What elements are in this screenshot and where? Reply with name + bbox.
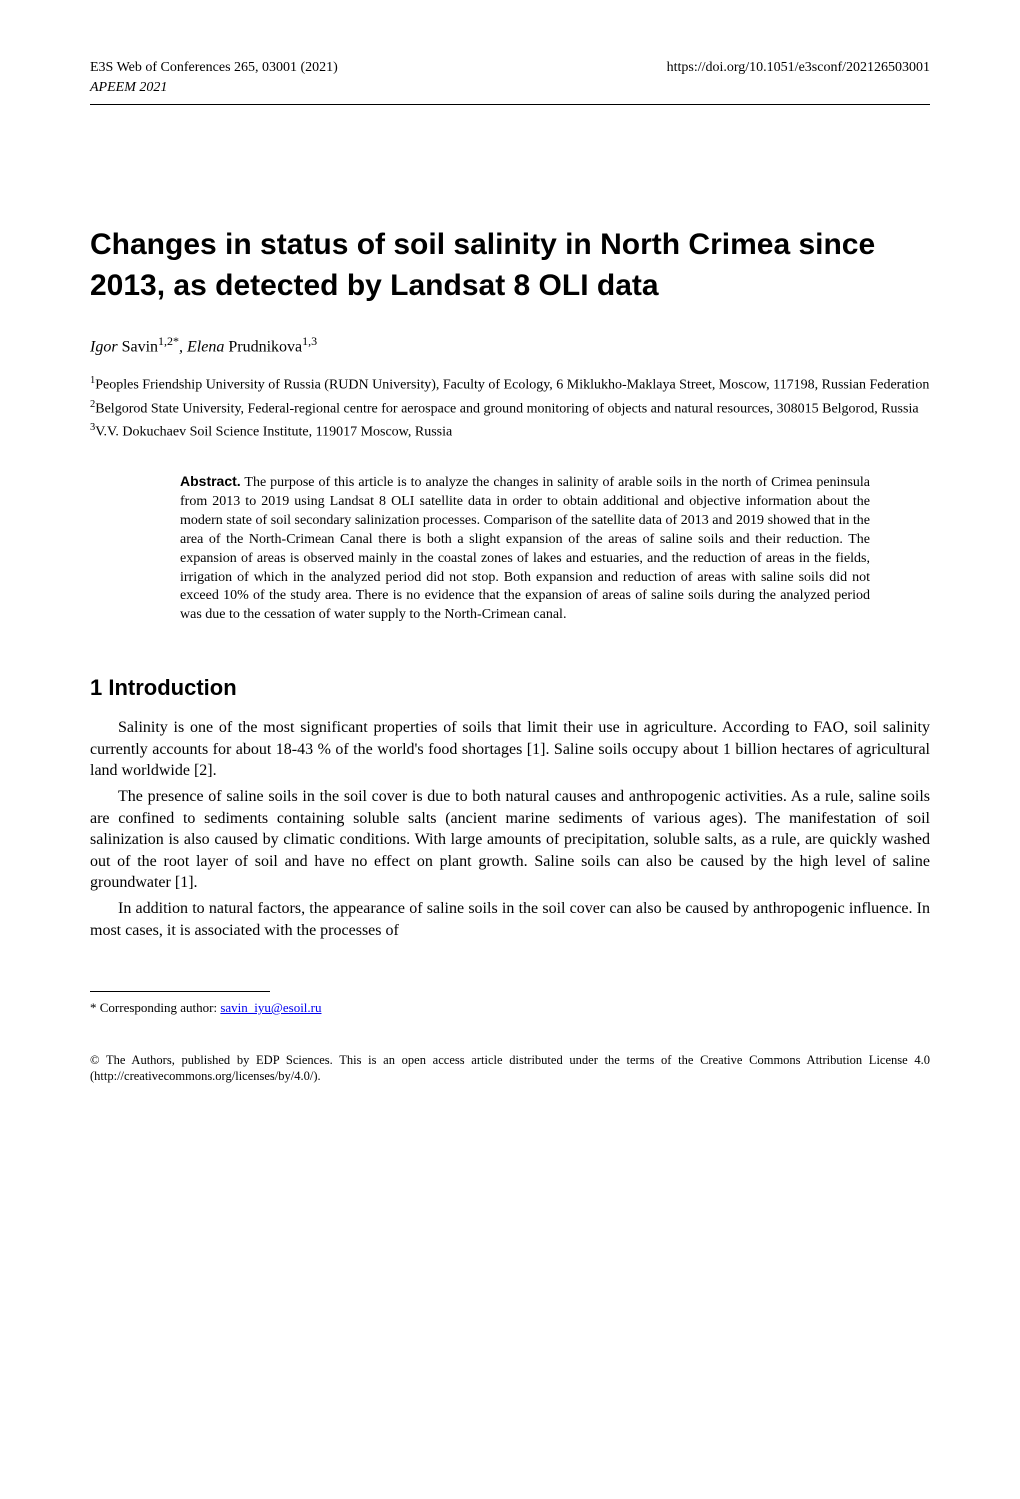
abstract-text: The purpose of this article is to analyz… bbox=[180, 475, 870, 622]
footnote-divider bbox=[90, 991, 270, 992]
footnote-email-link[interactable]: savin_iyu@esoil.ru bbox=[220, 1000, 321, 1015]
footnote-label: Corresponding author: bbox=[97, 1000, 221, 1015]
body-paragraph: Salinity is one of the most significant … bbox=[90, 717, 930, 782]
abstract: Abstract. The purpose of this article is… bbox=[180, 472, 870, 625]
section-heading: 1 Introduction bbox=[90, 675, 930, 701]
affiliations: 1Peoples Friendship University of Russia… bbox=[90, 374, 930, 442]
author-firstname: Elena bbox=[187, 338, 224, 355]
license-text: © The Authors, published by EDP Sciences… bbox=[90, 1052, 930, 1085]
affiliation-item: 1Peoples Friendship University of Russia… bbox=[90, 374, 930, 395]
author-sep: , bbox=[179, 338, 187, 355]
author-sup: 1,3 bbox=[302, 334, 317, 348]
abstract-label: Abstract. bbox=[180, 473, 241, 489]
author-lastname: Savin bbox=[118, 338, 158, 355]
author-list: Igor Savin1,2*, Elena Prudnikova1,3 bbox=[90, 334, 930, 356]
author-sup: 1,2* bbox=[158, 334, 179, 348]
conference-name: APEEM 2021 bbox=[90, 80, 930, 96]
article-title: Changes in status of soil salinity in No… bbox=[90, 225, 930, 306]
affiliation-item: 3V.V. Dokuchaev Soil Science Institute, … bbox=[90, 421, 930, 442]
body-paragraph: The presence of saline soils in the soil… bbox=[90, 786, 930, 894]
body-paragraph: In addition to natural factors, the appe… bbox=[90, 898, 930, 941]
header-divider bbox=[90, 104, 930, 105]
running-header: E3S Web of Conferences 265, 03001 (2021)… bbox=[90, 60, 930, 76]
journal-reference: E3S Web of Conferences 265, 03001 (2021) bbox=[90, 60, 338, 76]
affiliation-item: 2Belgorod State University, Federal-regi… bbox=[90, 398, 930, 419]
corresponding-author-footnote: * Corresponding author: savin_iyu@esoil.… bbox=[90, 1000, 930, 1016]
author-lastname: Prudnikova bbox=[224, 338, 302, 355]
doi-link: https://doi.org/10.1051/e3sconf/20212650… bbox=[667, 60, 930, 76]
author-firstname: Igor bbox=[90, 338, 118, 355]
